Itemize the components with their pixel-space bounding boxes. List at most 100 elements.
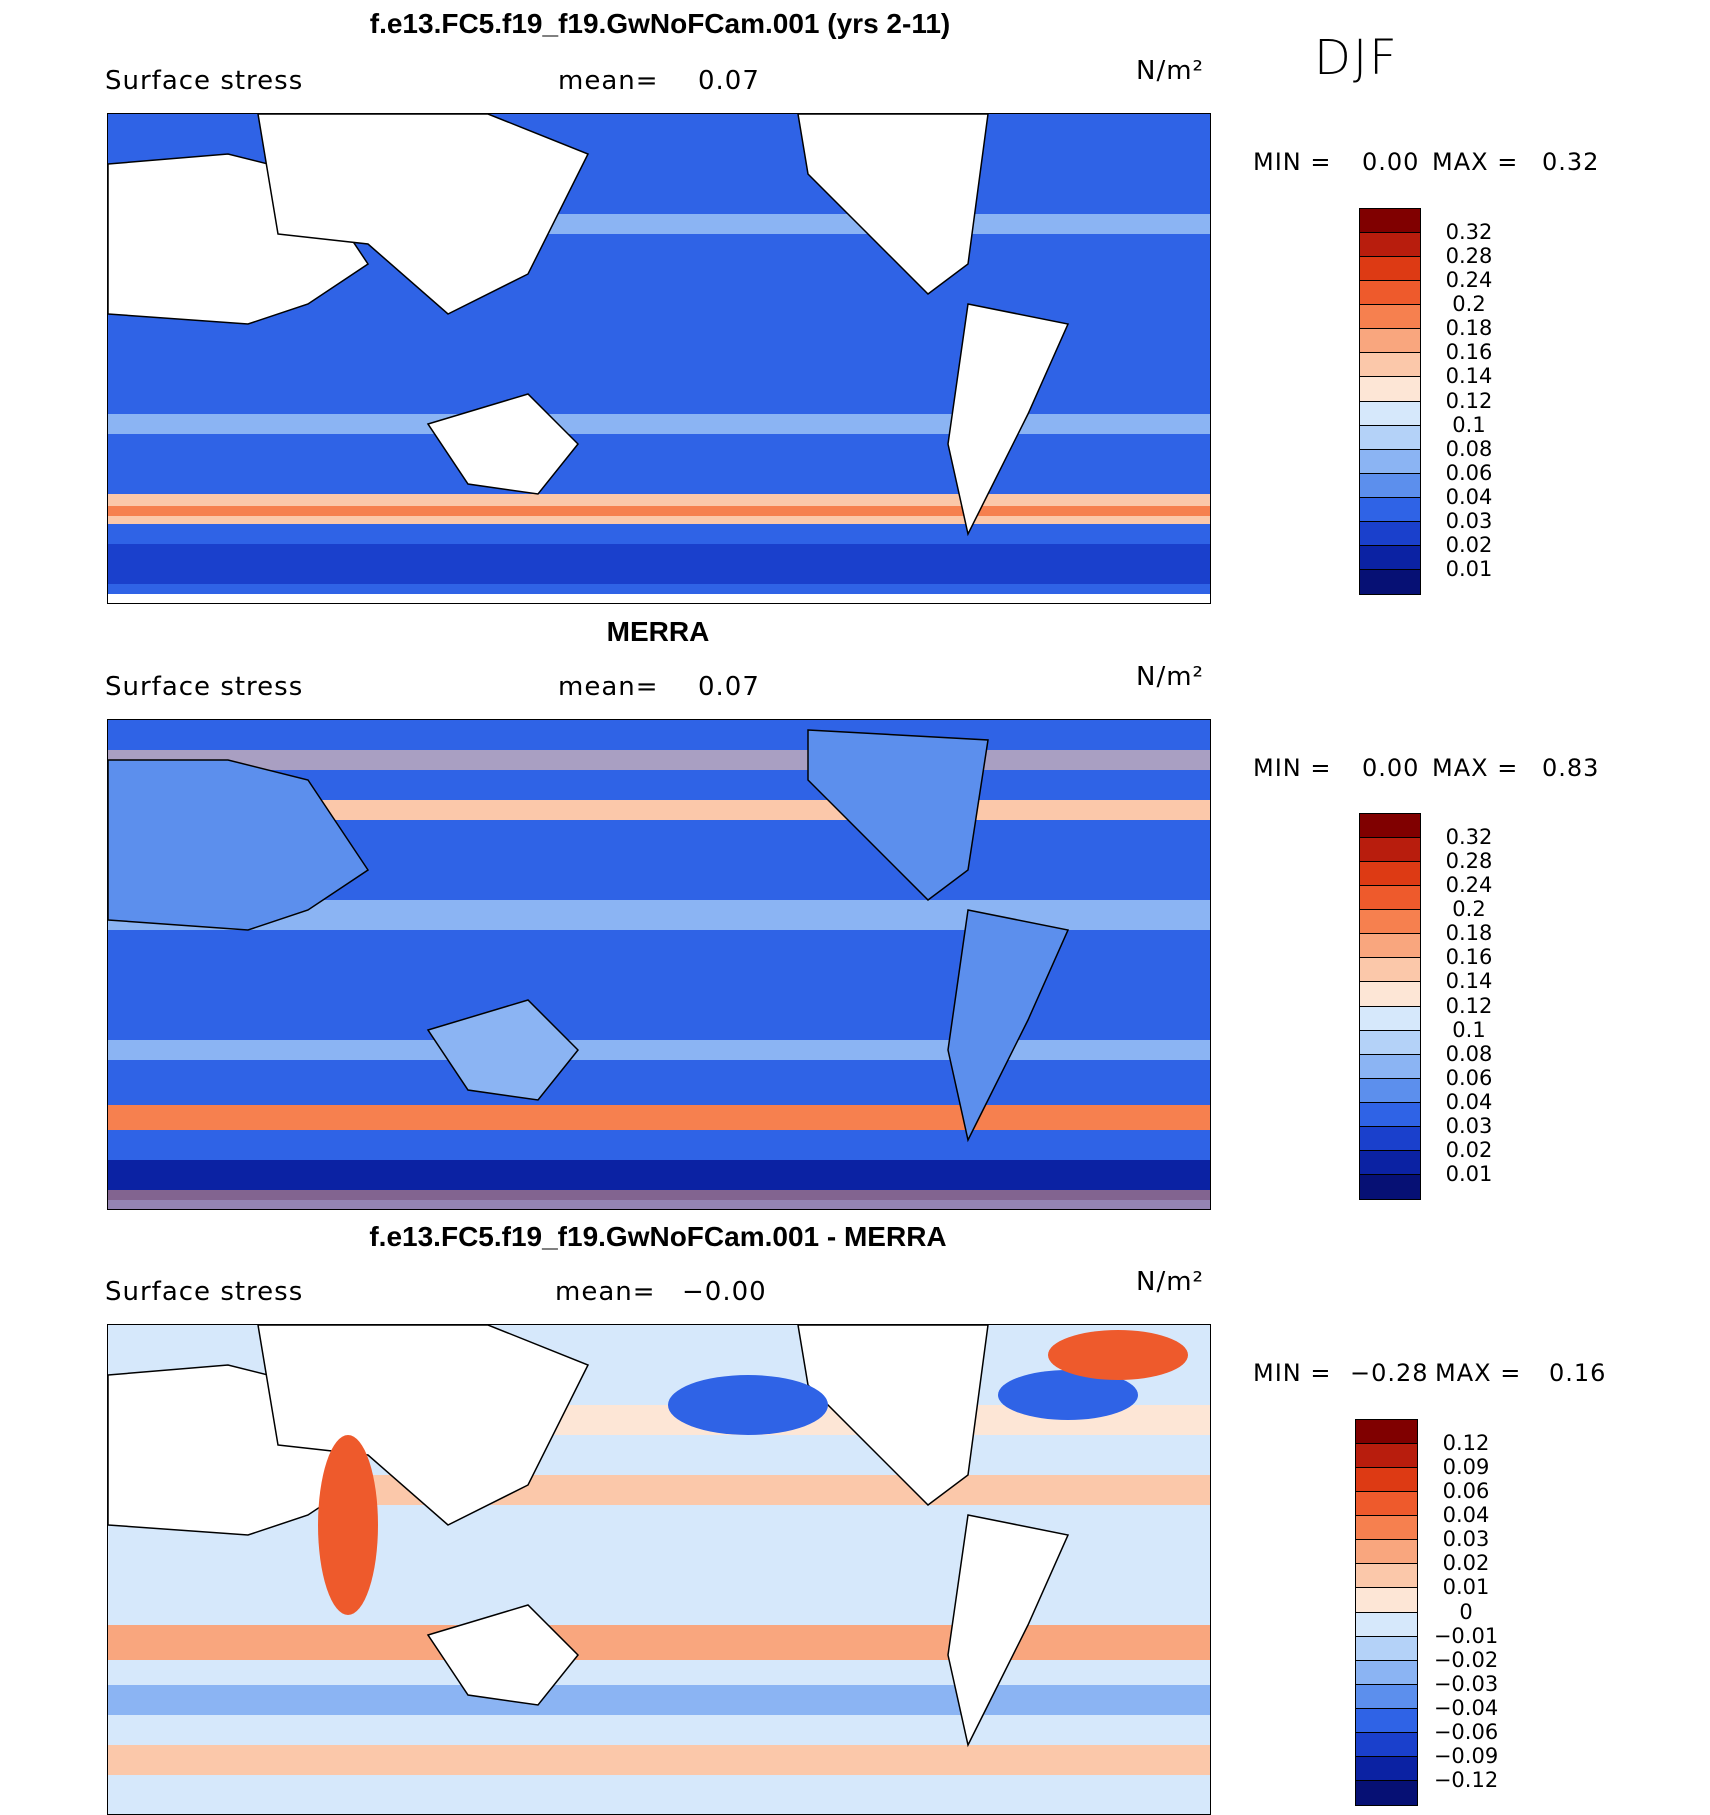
colorbar-segment xyxy=(1356,1420,1417,1445)
colorbar-segment xyxy=(1356,1564,1417,1589)
colorbar-segment xyxy=(1360,449,1420,474)
colorbar-segment xyxy=(1360,862,1420,887)
colorbar-segment xyxy=(1356,1540,1417,1565)
panel-3-min-value: −0.28 xyxy=(1350,1359,1429,1387)
panel-1-min-value: 0.00 xyxy=(1362,148,1420,176)
panel-2-colorbar xyxy=(1359,813,1421,1200)
colorbar-tick-label: 0.12 xyxy=(1445,388,1493,413)
panel-3-map xyxy=(107,1324,1211,1815)
colorbar-tick-label: −0.06 xyxy=(1433,1719,1499,1744)
panel-1-map xyxy=(107,113,1211,604)
colorbar-tick-label: 0.1 xyxy=(1452,412,1486,437)
colorbar-segment xyxy=(1356,1756,1417,1781)
panel-2-field xyxy=(108,720,1210,1209)
colorbar-tick-label: 0.18 xyxy=(1445,921,1493,946)
colorbar-segment xyxy=(1360,814,1420,839)
colorbar-tick-label: 0.01 xyxy=(1445,556,1493,581)
panel-3-units: N/m² xyxy=(1136,1267,1204,1297)
panel-2-min-label: MIN = xyxy=(1253,754,1332,782)
colorbar-segment xyxy=(1360,910,1420,935)
colorbar-segment xyxy=(1356,1444,1417,1469)
panel-1-colorbar xyxy=(1359,208,1421,595)
colorbar-tick-label: 0.04 xyxy=(1445,1089,1493,1114)
colorbar-tick-label: 0.09 xyxy=(1442,1455,1490,1480)
colorbar-tick-label: −0.01 xyxy=(1433,1623,1499,1648)
colorbar-segment xyxy=(1360,1030,1420,1055)
panel-3-variable: Surface stress xyxy=(105,1277,304,1307)
panel-2-title: MERRA xyxy=(606,616,710,647)
colorbar-segment xyxy=(1356,1732,1417,1757)
colorbar-segment xyxy=(1360,1054,1420,1079)
colorbar-segment xyxy=(1356,1708,1417,1733)
panel-1-field xyxy=(108,114,1210,603)
colorbar-segment xyxy=(1360,1102,1420,1127)
colorbar-segment xyxy=(1360,1126,1420,1151)
colorbar-segment xyxy=(1360,886,1420,911)
colorbar-segment xyxy=(1360,233,1420,258)
colorbar-tick-label: 0.14 xyxy=(1445,969,1493,994)
panel-2-mean-label: mean= xyxy=(558,672,659,702)
colorbar-segment xyxy=(1360,425,1420,450)
colorbar-tick-label: 0.04 xyxy=(1442,1503,1490,1528)
colorbar-tick-label: −0.04 xyxy=(1433,1695,1499,1720)
colorbar-segment xyxy=(1360,934,1420,959)
panel-1-variable: Surface stress xyxy=(105,66,304,96)
colorbar-tick-label: 0.14 xyxy=(1445,364,1493,389)
panel-3-mean-label: mean= xyxy=(555,1277,656,1307)
colorbar-tick-label: 0.04 xyxy=(1445,484,1493,509)
panel-1-max-value: 0.32 xyxy=(1542,148,1600,176)
colorbar-segment xyxy=(1360,545,1420,570)
panel-1-title: f.e13.FC5.f19_f19.GwNoFCam.001 (yrs 2-11… xyxy=(369,8,951,39)
colorbar-tick-label: 0.24 xyxy=(1445,873,1493,898)
colorbar-tick-label: 0 xyxy=(1459,1599,1473,1624)
colorbar-tick-label: −0.02 xyxy=(1433,1647,1499,1672)
colorbar-tick-label: 0.06 xyxy=(1445,1065,1493,1090)
colorbar-segment xyxy=(1356,1516,1417,1541)
colorbar-tick-label: 0.28 xyxy=(1445,244,1493,269)
panel-3-min-label: MIN = xyxy=(1253,1359,1332,1387)
colorbar-tick-label: 0.24 xyxy=(1445,268,1493,293)
colorbar-segment xyxy=(1356,1468,1417,1493)
colorbar-segment xyxy=(1360,377,1420,402)
colorbar-segment xyxy=(1360,958,1420,983)
panel-2-min-value: 0.00 xyxy=(1362,754,1420,782)
panel-3-field xyxy=(108,1325,1210,1814)
panel-2-mean-value: 0.07 xyxy=(698,672,760,702)
colorbar-tick-label: 0.16 xyxy=(1445,340,1493,365)
colorbar-tick-label: −0.12 xyxy=(1433,1767,1499,1792)
colorbar-segment xyxy=(1360,401,1420,426)
colorbar-segment xyxy=(1360,473,1420,498)
colorbar-tick-label: −0.03 xyxy=(1433,1671,1499,1696)
panel-2-max-label: MAX = xyxy=(1432,754,1519,782)
panel-1-mean-label: mean= xyxy=(558,66,659,96)
colorbar-tick-label: 0.02 xyxy=(1445,1137,1493,1162)
colorbar-tick-label: 0.03 xyxy=(1445,508,1493,533)
colorbar-tick-label: 0.06 xyxy=(1445,460,1493,485)
colorbar-segment xyxy=(1356,1588,1417,1613)
colorbar-tick-label: 0.08 xyxy=(1445,1041,1493,1066)
colorbar-tick-label: 0.02 xyxy=(1442,1551,1490,1576)
colorbar-segment xyxy=(1360,1078,1420,1103)
colorbar-tick-label: 0.01 xyxy=(1445,1161,1493,1186)
panel-2-variable: Surface stress xyxy=(105,672,304,702)
colorbar-segment xyxy=(1360,329,1420,354)
panel-3-mean-value: −0.00 xyxy=(682,1277,767,1307)
colorbar-segment xyxy=(1360,209,1420,234)
colorbar-tick-label: 0.28 xyxy=(1445,849,1493,874)
colorbar-segment xyxy=(1360,569,1420,594)
colorbar-tick-label: 0.2 xyxy=(1452,292,1486,317)
colorbar-tick-label: 0.1 xyxy=(1452,1017,1486,1042)
colorbar-tick-label: 0.32 xyxy=(1445,220,1493,245)
panel-2-max-value: 0.83 xyxy=(1542,754,1600,782)
panel-3-max-label: MAX = xyxy=(1435,1359,1522,1387)
colorbar-tick-label: 0.08 xyxy=(1445,436,1493,461)
colorbar-segment xyxy=(1360,305,1420,330)
colorbar-tick-label: 0.32 xyxy=(1445,825,1493,850)
colorbar-tick-label: 0.03 xyxy=(1442,1527,1490,1552)
colorbar-segment xyxy=(1360,353,1420,378)
colorbar-segment xyxy=(1360,257,1420,282)
colorbar-segment xyxy=(1360,1006,1420,1031)
colorbar-segment xyxy=(1360,838,1420,863)
colorbar-segment xyxy=(1356,1684,1417,1709)
panel-3-title: f.e13.FC5.f19_f19.GwNoFCam.001 - MERRA xyxy=(369,1221,947,1252)
